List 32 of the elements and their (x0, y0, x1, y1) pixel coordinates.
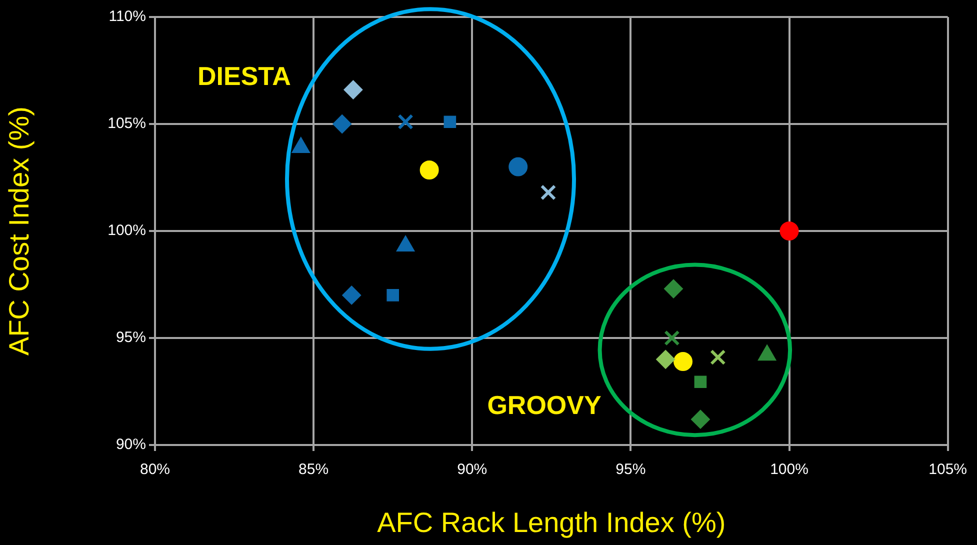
point (420, 160, 439, 180)
point (386, 289, 399, 302)
point (780, 222, 799, 240)
x-tick-label: 105% (928, 461, 968, 478)
point (656, 350, 676, 369)
point (664, 330, 680, 346)
y-axis-title: AFC Cost Index (%) (4, 106, 35, 356)
x-tick-label: 80% (140, 461, 170, 478)
annotation: GROOVY (487, 390, 602, 420)
y-tick-label: 95% (116, 329, 146, 346)
x-tick-label: 100% (770, 461, 808, 478)
point (342, 286, 362, 305)
point (540, 184, 556, 200)
x-axis-title: AFC Rack Length Index (%) (377, 506, 726, 538)
y-tick-label: 100% (108, 222, 146, 240)
x-tick-label: 85% (298, 461, 329, 478)
point (690, 410, 710, 429)
point (664, 279, 684, 298)
point (344, 80, 363, 100)
point (398, 114, 414, 130)
x-tick-label: 95% (616, 461, 646, 478)
y-tick-label: 110% (108, 8, 146, 26)
y-tick-label: 105% (108, 115, 146, 132)
point (694, 376, 707, 388)
point (674, 352, 693, 372)
point (332, 114, 352, 134)
point (444, 116, 456, 128)
annotation: DIESTA (197, 61, 292, 92)
y-tick-label: 90% (116, 436, 146, 454)
point (508, 157, 528, 176)
point (710, 349, 726, 366)
x-tick-label: 90% (457, 461, 488, 478)
